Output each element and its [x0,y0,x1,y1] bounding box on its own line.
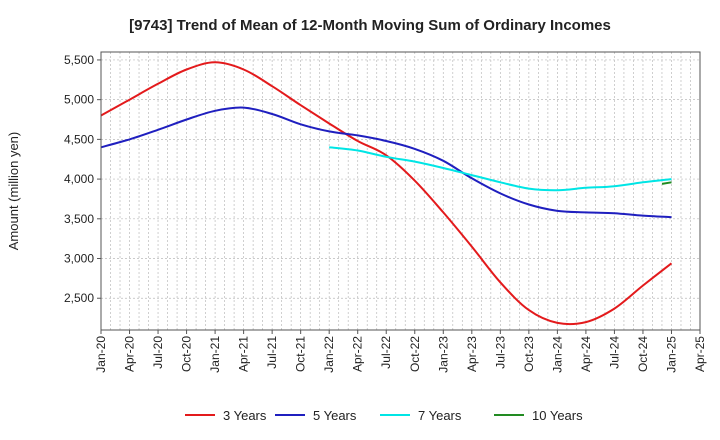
x-axis-ticks: Jan-20 Apr-20 Jul-20 Oct-20 Jan-21 Apr-21 Jul-… [94,330,707,373]
x-tick-label: Oct-20 [180,336,194,372]
y-tick-label: 5,000 [64,93,94,107]
legend: 3 Years 5 Years 7 Years 10 Years [185,408,583,423]
legend-label-7-years: 7 Years [418,408,462,423]
legend-label-3-years: 3 Years [223,408,267,423]
y-tick-label: 3,000 [64,252,94,266]
x-tick-label: Jul-24 [607,336,621,369]
chart-title: [9743] Trend of Mean of 12-Month Moving … [129,17,611,34]
series-line-10-years [661,181,672,185]
x-tick-label: Jan-22 [322,336,336,373]
x-tick-label: Oct-23 [522,336,536,372]
legend-label-5-years: 5 Years [313,408,357,423]
grid [101,52,700,330]
y-tick-label: 4,000 [64,172,94,186]
series-line-7-years [329,146,672,192]
plot-frame [100,51,701,331]
x-tick-label: Jul-23 [493,336,507,369]
legend-label-10-years: 10 Years [532,408,583,423]
x-tick-label: Jan-24 [550,336,564,373]
y-axis-label: Amount (million yen) [6,132,21,251]
x-tick-label: Apr-21 [237,336,251,372]
y-tick-label: 5,500 [64,53,94,67]
x-tick-label: Apr-22 [351,336,365,372]
x-tick-label: Jan-20 [94,336,108,373]
x-tick-label: Jul-20 [151,336,165,369]
y-tick-label: 2,500 [64,291,94,305]
x-tick-label: Jan-21 [208,336,222,373]
x-tick-label: Jan-25 [664,336,678,373]
x-tick-label: Jul-22 [379,336,393,369]
x-tick-label: Oct-22 [408,336,422,372]
y-tick-label: 4,500 [64,132,94,146]
x-tick-label: Jan-23 [436,336,450,373]
x-tick-label: Oct-21 [294,336,308,372]
series-line-5-years [100,106,672,219]
x-tick-label: Apr-20 [123,336,137,372]
x-tick-label: Apr-25 [693,336,707,372]
x-tick-label: Oct-24 [636,336,650,372]
x-tick-label: Apr-23 [465,336,479,372]
x-tick-label: Jul-21 [265,336,279,369]
y-tick-label: 3,500 [64,212,94,226]
series-line-3-years [100,61,673,326]
series-layer [100,61,673,326]
x-tick-label: Apr-24 [579,336,593,372]
y-axis-ticks: 2,500 3,000 3,500 4,000 4,500 5,000 5,500 [64,53,101,305]
